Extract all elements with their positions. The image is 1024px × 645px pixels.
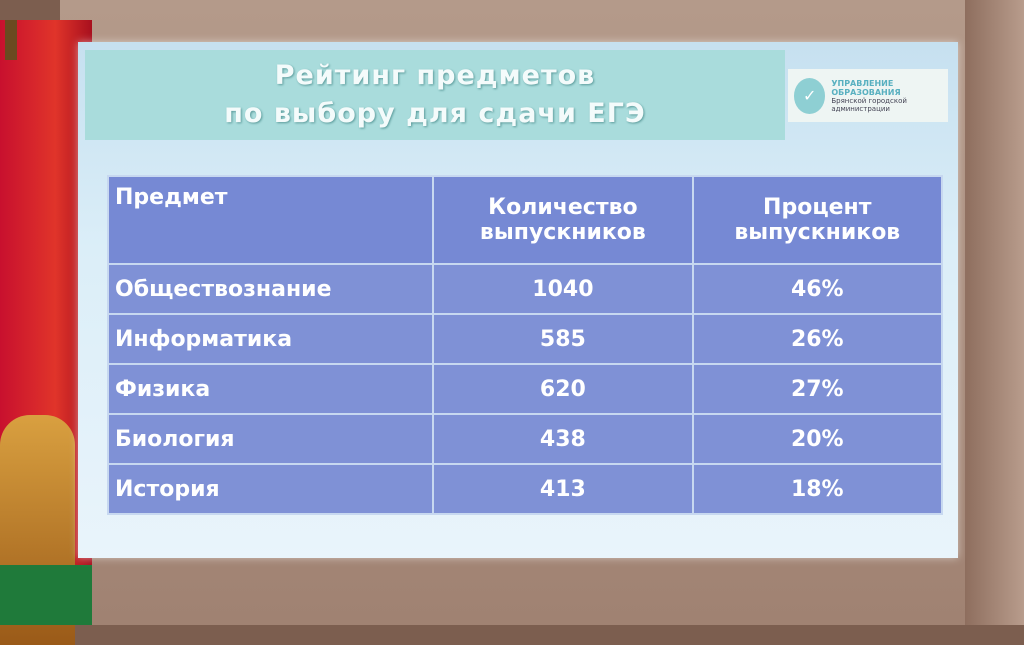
rating-table: Предмет Количество выпускников Процент в… (106, 175, 944, 515)
percent-cell: 46% (691, 263, 944, 315)
percent-cell: 27% (691, 363, 944, 415)
subject-cell: История (106, 463, 435, 515)
logo-line-2: Брянской городской (831, 96, 907, 105)
table-row: История 413 18% (106, 463, 944, 515)
table-row: Обществознание 1040 46% (106, 263, 944, 315)
title-line-1: Рейтинг предметов (274, 60, 596, 91)
count-cell: 620 (432, 363, 694, 415)
flag (0, 20, 92, 645)
curtain (965, 0, 1024, 625)
header-row: Предмет Количество выпускников Процент в… (106, 175, 944, 265)
subject-cell: Информатика (106, 313, 435, 365)
header-count: Количество выпускников (432, 175, 694, 265)
percent-cell: 18% (691, 463, 944, 515)
logo: ✓ УПРАВЛЕНИЕ ОБРАЗОВАНИЯ Брянской городс… (788, 69, 948, 122)
header-percent: Процент выпускников (691, 175, 944, 265)
percent-cell: 26% (691, 313, 944, 365)
book-icon: ✓ (794, 77, 826, 114)
projected-slide: Рейтинг предметов по выбору для сдачи ЕГ… (78, 42, 958, 558)
title-banner: Рейтинг предметов по выбору для сдачи ЕГ… (85, 50, 785, 140)
count-cell: 413 (432, 463, 694, 515)
title-line-2: по выбору для сдачи ЕГЭ (224, 98, 646, 129)
percent-cell: 20% (691, 413, 944, 465)
table-row: Физика 620 27% (106, 363, 944, 415)
header-subject: Предмет (106, 175, 435, 265)
logo-line-1: УПРАВЛЕНИЕ ОБРАЗОВАНИЯ (831, 78, 901, 97)
table-row: Биология 438 20% (106, 413, 944, 465)
flag-pole (5, 20, 17, 60)
subject-cell: Биология (106, 413, 435, 465)
flag-green-stripe (0, 565, 92, 625)
count-cell: 438 (432, 413, 694, 465)
logo-line-3: администрации (831, 104, 890, 113)
count-cell: 1040 (432, 263, 694, 315)
subject-cell: Обществознание (106, 263, 435, 315)
count-cell: 585 (432, 313, 694, 365)
subject-cell: Физика (106, 363, 435, 415)
table-row: Информатика 585 26% (106, 313, 944, 365)
